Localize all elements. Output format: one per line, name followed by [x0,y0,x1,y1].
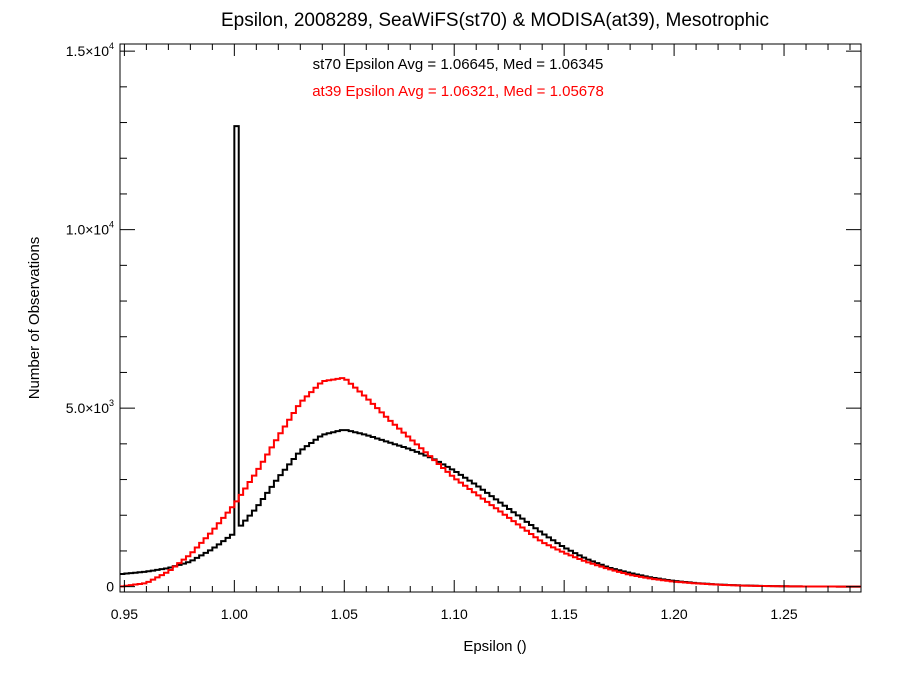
ticks-layer: 0.95 1.00 1.05 1.10 1.15 1.20 1.25 0 5.0×103 1.0×… [66,41,861,622]
y-tick-mantissa: 1.5×10 [66,43,109,59]
chart-title: Epsilon, 2008289, SeaWiFS(st70) & MODISA… [221,10,769,31]
y-tick-label: 0 [106,579,114,595]
y-tick-exponent: 4 [109,220,114,230]
annotation-at39: at39 Epsilon Avg = 1.06321, Med = 1.0567… [312,83,604,100]
x-tick-label: 1.20 [660,606,687,622]
y-tick-label: 5.0×103 [66,398,114,416]
y-tick-mantissa: 1.0×10 [66,222,109,238]
x-tick-label: 0.95 [111,606,138,622]
y-axis-label: Number of Observations [26,237,43,400]
y-tick-mantissa: 5.0×10 [66,400,109,416]
y-tick-exponent: 4 [109,41,114,51]
x-tick-label: 1.00 [221,606,248,622]
plot-frame [119,43,862,593]
y-tick-label: 1.0×104 [66,220,114,238]
x-tick-label: 1.10 [441,606,468,622]
y-tick-exponent: 3 [109,398,114,408]
x-tick-label: 1.05 [331,606,358,622]
histogram-line-at39 [120,377,861,588]
annotation-st70: st70 Epsilon Avg = 1.06645, Med = 1.0634… [313,56,604,73]
y-tick-mantissa: 0 [106,579,114,595]
x-tick-label: 1.25 [770,606,797,622]
x-tick-label: 1.15 [551,606,578,622]
series-layer [120,125,861,588]
x-axis-label: Epsilon () [463,638,526,655]
y-tick-label: 1.5×104 [66,41,114,59]
series-at39 [120,377,861,588]
